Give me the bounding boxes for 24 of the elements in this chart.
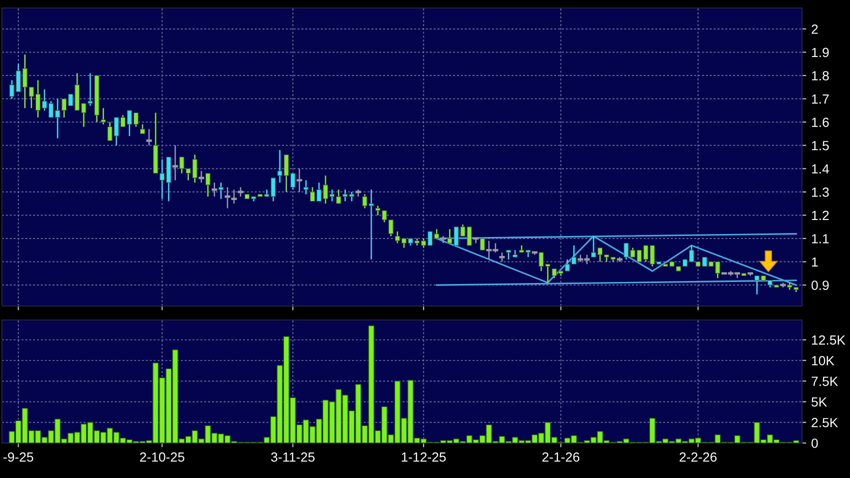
y-tick-label: 2: [812, 24, 818, 34]
y-tick-label: 1.1: [812, 234, 829, 244]
y-tick-label: 1.2: [812, 210, 829, 220]
y-tick-label: 10K: [812, 356, 834, 366]
y-tick-label: 1.6: [812, 118, 829, 127]
y-tick-label: 7.5K: [812, 376, 838, 386]
y-tick-label: 0: [812, 438, 818, 448]
x-tick-label: -9-25: [4, 452, 34, 462]
y-tick-label: 0.9: [812, 280, 829, 290]
x-tick-label: 2-2-26: [680, 452, 717, 462]
y-tick-label: 1.8: [812, 71, 829, 80]
y-tick-label: 1.7: [812, 94, 829, 104]
y-tick-label: 2.5K: [812, 418, 838, 428]
y-tick-label: 12.5K: [812, 335, 846, 345]
y-tick-label: 1.9: [812, 48, 829, 58]
y-tick-label: 1.5: [812, 141, 829, 150]
y-tick-label: 1: [812, 257, 818, 267]
x-tick-label: 1-12-25: [402, 452, 446, 462]
y-tick-label: 1.4: [812, 164, 829, 174]
y-tick-label: 5K: [812, 397, 828, 407]
x-tick-label: 2-10-25: [140, 452, 184, 462]
y-tick-label: 1.3: [812, 187, 829, 197]
x-tick-label: 2-1-26: [542, 452, 580, 462]
x-tick-label: 3-11-25: [271, 452, 315, 462]
